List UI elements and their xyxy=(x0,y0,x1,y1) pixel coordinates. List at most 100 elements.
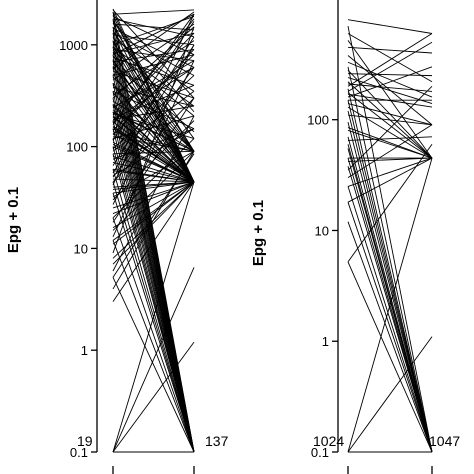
series-line xyxy=(347,26,433,453)
series-line xyxy=(112,49,195,63)
series-line xyxy=(112,38,195,92)
series-line xyxy=(112,126,195,183)
series-line xyxy=(112,181,195,241)
series-line xyxy=(112,21,195,141)
series-line xyxy=(347,202,433,453)
series-line xyxy=(112,192,195,453)
series-line xyxy=(112,181,195,245)
series-line xyxy=(112,92,195,183)
y-axis-title: Epg + 0.1 xyxy=(5,187,22,253)
y-tick-label: 100 xyxy=(307,113,329,128)
series-line xyxy=(112,121,195,183)
series-line xyxy=(112,181,195,190)
count-label: 137 xyxy=(205,433,229,449)
series-line xyxy=(112,57,195,86)
series-line xyxy=(112,19,195,152)
series-line xyxy=(347,93,433,108)
series-line xyxy=(112,32,195,116)
series-line xyxy=(112,23,195,81)
series-line xyxy=(112,97,195,223)
series-line xyxy=(347,130,433,159)
series-line xyxy=(112,115,195,272)
series-line xyxy=(347,92,433,159)
series-line xyxy=(347,127,433,159)
series-lines xyxy=(112,8,195,453)
series-line xyxy=(347,66,433,453)
series-line xyxy=(347,261,433,453)
y-tick-label: 0.1 xyxy=(70,445,88,460)
series-line xyxy=(112,181,195,209)
series-line xyxy=(112,9,195,99)
series-line xyxy=(112,29,195,183)
y-tick-label: 0.1 xyxy=(311,445,329,460)
series-line xyxy=(347,33,433,83)
count-label: 19 xyxy=(77,433,93,449)
series-line xyxy=(112,116,195,183)
series-line xyxy=(112,13,195,125)
series-line xyxy=(347,73,433,77)
count-label: 1024 xyxy=(313,433,344,449)
series-line xyxy=(112,55,195,152)
series-line xyxy=(112,16,195,46)
series-line xyxy=(112,21,195,113)
series-line xyxy=(112,59,195,183)
series-line xyxy=(112,170,195,183)
series-line xyxy=(112,51,195,183)
series-line xyxy=(112,132,195,183)
series-line xyxy=(347,66,433,98)
series-lines xyxy=(347,19,433,453)
series-line xyxy=(112,67,195,108)
series-line xyxy=(347,88,433,453)
series-line xyxy=(347,41,433,92)
y-axis-title: Epg + 0.1 xyxy=(250,200,267,266)
series-line xyxy=(112,181,195,453)
series-line xyxy=(347,19,433,34)
series-line xyxy=(112,13,195,186)
series-line xyxy=(112,36,195,166)
series-line xyxy=(347,103,433,126)
series-line xyxy=(112,73,195,183)
series-line xyxy=(347,86,433,171)
series-line xyxy=(112,60,195,238)
series-line xyxy=(347,157,433,162)
series-line xyxy=(112,67,195,122)
series-line xyxy=(112,181,195,265)
series-line xyxy=(112,23,195,31)
series-line xyxy=(347,81,433,159)
series-line xyxy=(112,150,195,198)
series-line xyxy=(112,267,195,453)
series-line xyxy=(112,181,195,229)
y-tick-label: 10 xyxy=(74,241,88,256)
series-line xyxy=(347,46,433,54)
series-line xyxy=(112,44,195,205)
left-panel: 0.1 1 10 100 1000 Epg + 0.1 19 137 xyxy=(5,0,229,474)
series-line xyxy=(112,181,195,302)
y-tick-label: 1 xyxy=(322,334,329,349)
series-line xyxy=(347,186,433,453)
series-line xyxy=(347,157,433,187)
series-line xyxy=(112,161,195,183)
series-line xyxy=(112,136,195,152)
series-line xyxy=(112,67,195,178)
series-line xyxy=(112,109,195,183)
series-line xyxy=(347,136,433,453)
y-tick-label: 100 xyxy=(66,140,88,155)
series-line xyxy=(112,8,195,183)
series-line xyxy=(347,221,433,453)
count-label: 1047 xyxy=(429,433,460,449)
series-line xyxy=(112,277,195,453)
series-line xyxy=(112,112,195,152)
series-line xyxy=(347,136,433,141)
series-line xyxy=(112,16,195,56)
series-line xyxy=(347,106,433,159)
series-line xyxy=(112,217,195,453)
right-panel: 0.1 1 10 100 Epg + 0.1 1024 1047 xyxy=(250,0,460,474)
y-tick-label: 1000 xyxy=(59,38,88,53)
series-line xyxy=(112,240,195,453)
series-line xyxy=(112,27,195,68)
series-line xyxy=(112,156,195,183)
series-line xyxy=(347,33,433,87)
series-line xyxy=(347,40,433,159)
series-line xyxy=(112,26,195,254)
